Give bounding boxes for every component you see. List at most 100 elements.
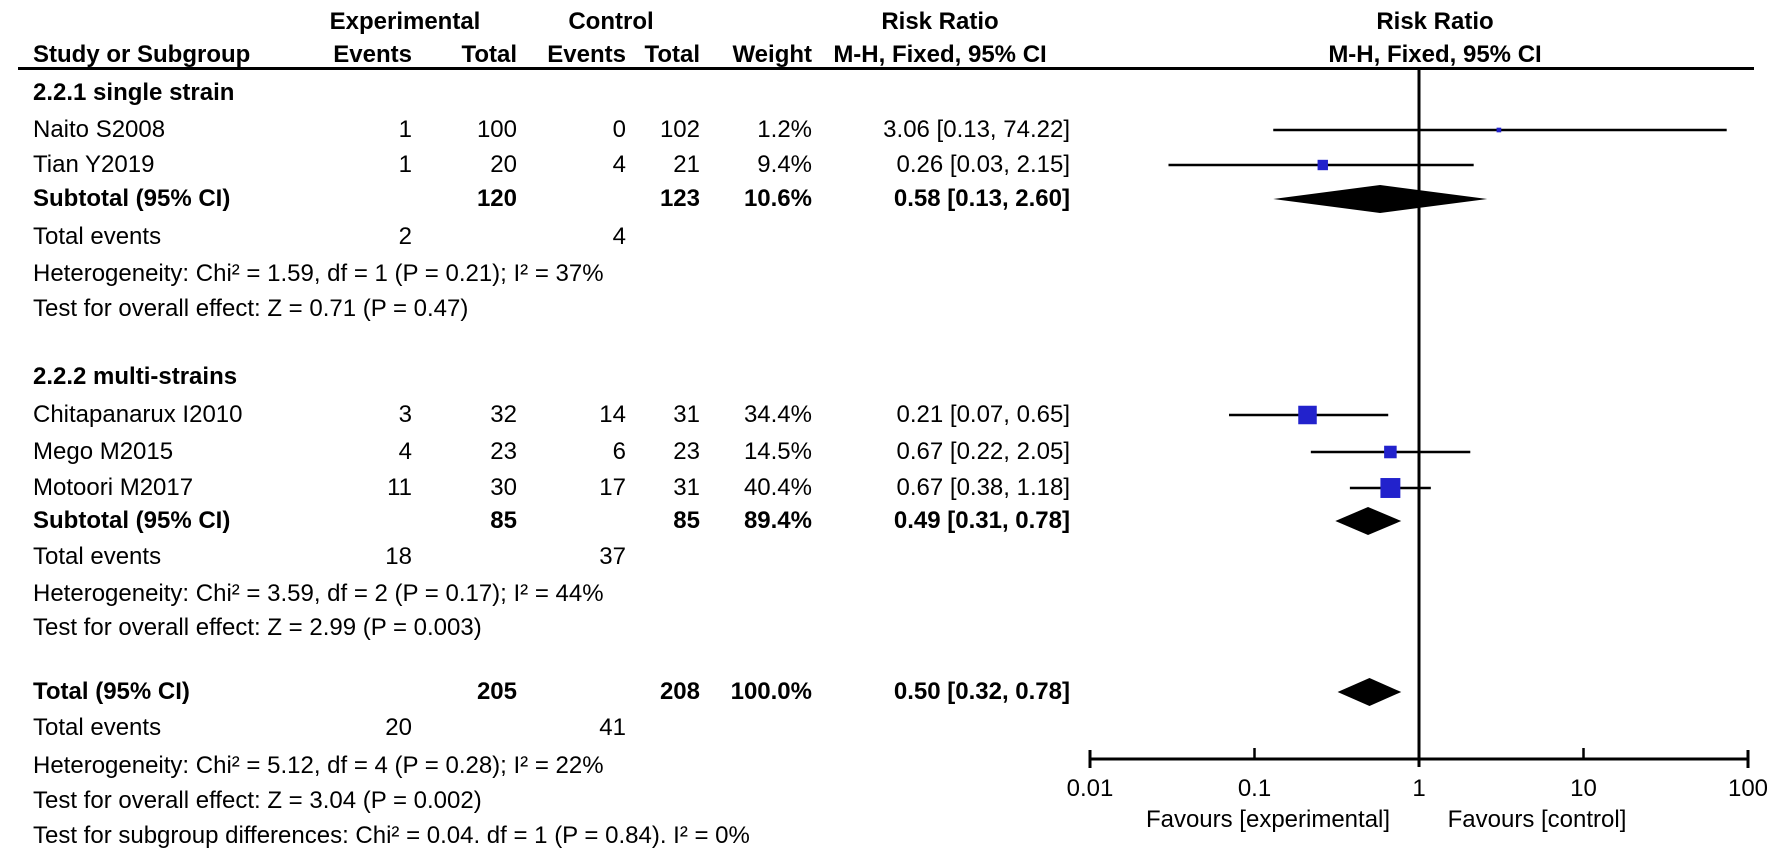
risk-ratio-estimate: 0.67 [0.38, 1.18] <box>896 474 1070 501</box>
column-header-study: Study or Subgroup <box>33 41 251 68</box>
footnote-text: Test for subgroup differences: Chi² = 0.… <box>33 822 750 849</box>
control-events: 4 <box>612 223 626 250</box>
pooled-diamond <box>1335 507 1402 535</box>
experimental-total: 32 <box>490 401 517 428</box>
x-axis-tick-label: 100 <box>1727 775 1769 802</box>
weight-value: 100.0% <box>730 678 812 705</box>
favours-control-label: Favours [control] <box>1447 806 1627 833</box>
effect-estimate-square <box>1380 478 1401 498</box>
experimental-events: 1 <box>398 151 412 178</box>
effect-estimate-square <box>1317 159 1328 171</box>
plot-header-risk-ratio: Risk Ratio <box>1376 8 1494 35</box>
confidence-interval-line <box>1273 128 1727 132</box>
column-header-exp-events: Events <box>333 41 412 68</box>
study-name: Tian Y2019 <box>33 151 155 178</box>
study-name: Chitapanarux I2010 <box>33 401 243 428</box>
effect-estimate-square <box>1384 445 1397 459</box>
weight-value: 1.2% <box>757 116 812 143</box>
study-name: Total events <box>33 223 162 250</box>
risk-ratio-estimate: 0.58 [0.13, 2.60] <box>893 185 1070 212</box>
effect-estimate-square <box>1298 405 1317 425</box>
events-row: Total events 20 41 <box>0 711 1100 745</box>
risk-ratio-estimate: 0.50 [0.32, 0.78] <box>893 678 1070 705</box>
subtotal-row: Subtotal (95% CI) 120 123 10.6% 0.58 [0.13, … <box>0 182 1100 216</box>
subtotal-row: Subtotal (95% CI) 85 85 89.4% 0.49 [0.31, 0.… <box>0 504 1100 538</box>
note-row: Test for overall effect: Z = 2.99 (P = 0… <box>0 611 1100 645</box>
experimental-events: 20 <box>385 714 412 741</box>
confidence-interval-line <box>1168 163 1474 167</box>
confidence-interval-line <box>1310 450 1471 454</box>
footnote-text: Heterogeneity: Chi² = 3.59, df = 2 (P = … <box>33 580 604 607</box>
control-events: 14 <box>599 401 626 428</box>
footnote-text: Heterogeneity: Chi² = 5.12, df = 4 (P = … <box>33 752 604 779</box>
weight-value: 89.4% <box>743 507 812 534</box>
note-row: Test for subgroup differences: Chi² = 0.… <box>0 819 1100 853</box>
weight-value: 10.6% <box>743 185 812 212</box>
x-axis-tick-label: 1 <box>1412 775 1426 802</box>
x-axis-tick-label: 10 <box>1570 775 1597 802</box>
experimental-total: 120 <box>476 185 517 212</box>
effect-estimate-square <box>1496 127 1502 133</box>
study-name: Subtotal (95% CI) <box>33 185 231 212</box>
pooled-diamond <box>1273 185 1488 213</box>
experimental-total: 85 <box>490 507 517 534</box>
heading-row: 2.2.2 multi-strains <box>0 360 1100 394</box>
column-header-risk-ratio-left: Risk Ratio <box>881 8 999 35</box>
experimental-events: 4 <box>398 438 412 465</box>
control-total: 23 <box>673 438 700 465</box>
control-events: 4 <box>612 151 626 178</box>
column-header-ctl-events: Events <box>547 41 626 68</box>
study-row: Tian Y2019 1 20 4 21 9.4% 0.26 [0.03, 2.15] <box>0 148 1100 182</box>
study-name: Total (95% CI) <box>33 678 190 705</box>
study-name: Naito S2008 <box>33 116 166 143</box>
study-row: Mego M2015 4 23 6 23 14.5% 0.67 [0.22, 2.05] <box>0 435 1100 469</box>
control-total: 123 <box>659 185 700 212</box>
x-axis-line <box>1090 757 1748 761</box>
experimental-total: 30 <box>490 474 517 501</box>
risk-ratio-estimate: 0.67 [0.22, 2.05] <box>896 438 1070 465</box>
control-total: 85 <box>673 507 700 534</box>
heading-row: 2.2.1 single strain <box>0 76 1100 110</box>
axis-tick <box>1582 748 1585 759</box>
study-name: Subtotal (95% CI) <box>33 507 231 534</box>
subgroup-heading: 2.2.1 single strain <box>33 79 235 106</box>
confidence-interval-line <box>1229 413 1389 417</box>
column-header-experimental: Experimental <box>329 8 481 35</box>
experimental-events: 1 <box>398 116 412 143</box>
experimental-total: 100 <box>476 116 517 143</box>
subgroup-heading: 2.2.2 multi-strains <box>33 363 238 390</box>
risk-ratio-estimate: 0.21 [0.07, 0.65] <box>896 401 1070 428</box>
control-total: 31 <box>673 401 700 428</box>
weight-value: 14.5% <box>743 438 812 465</box>
total-row: Total (95% CI) 205 208 100.0% 0.50 [0.32, 0.… <box>0 675 1100 709</box>
control-events: 17 <box>599 474 626 501</box>
footnote-text: Test for overall effect: Z = 2.99 (P = 0… <box>33 614 482 641</box>
column-header-exp-total: Total <box>461 41 517 68</box>
weight-value: 9.4% <box>757 151 812 178</box>
pooled-diamond <box>1337 678 1402 706</box>
study-name: Motoori M2017 <box>33 474 194 501</box>
study-name: Total events <box>33 714 162 741</box>
experimental-events: 18 <box>385 543 412 570</box>
experimental-events: 11 <box>387 474 412 501</box>
confidence-interval-line <box>1349 486 1431 490</box>
note-row: Test for overall effect: Z = 0.71 (P = 0… <box>0 292 1100 326</box>
favours-experimental-label: Favours [experimental] <box>1145 806 1391 833</box>
note-row: Heterogeneity: Chi² = 3.59, df = 2 (P = … <box>0 577 1100 611</box>
control-total: 31 <box>673 474 700 501</box>
events-row: Total events 18 37 <box>0 540 1100 574</box>
control-events: 37 <box>599 543 626 570</box>
column-header-control: Control <box>568 8 654 35</box>
axis-tick <box>1253 748 1256 759</box>
experimental-events: 2 <box>398 223 412 250</box>
control-total: 102 <box>659 116 700 143</box>
events-row: Total events 2 4 <box>0 220 1100 254</box>
experimental-total: 23 <box>490 438 517 465</box>
note-row: Heterogeneity: Chi² = 5.12, df = 4 (P = … <box>0 749 1100 783</box>
weight-value: 40.4% <box>743 474 812 501</box>
footnote-text: Heterogeneity: Chi² = 1.59, df = 1 (P = … <box>33 260 604 287</box>
control-total: 21 <box>673 151 700 178</box>
study-name: Mego M2015 <box>33 438 174 465</box>
footnote-text: Test for overall effect: Z = 0.71 (P = 0… <box>33 295 469 322</box>
